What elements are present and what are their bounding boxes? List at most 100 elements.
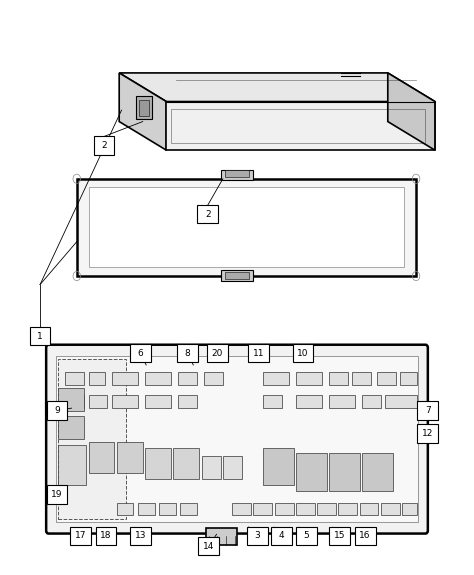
FancyBboxPatch shape (70, 527, 91, 545)
Bar (117, 503, 133, 515)
FancyBboxPatch shape (130, 527, 151, 545)
FancyBboxPatch shape (206, 528, 237, 545)
Text: 20: 20 (211, 349, 223, 358)
Bar (58, 388, 84, 411)
FancyBboxPatch shape (198, 537, 219, 555)
Bar (89, 442, 115, 473)
Bar (329, 372, 348, 385)
Polygon shape (119, 73, 435, 102)
Bar (317, 503, 336, 515)
Text: 17: 17 (75, 531, 86, 540)
Bar (296, 395, 322, 408)
Text: 5: 5 (303, 531, 309, 540)
Bar (254, 503, 273, 515)
FancyBboxPatch shape (197, 205, 218, 224)
FancyBboxPatch shape (77, 179, 416, 276)
FancyBboxPatch shape (272, 527, 292, 545)
Text: 16: 16 (359, 531, 371, 540)
Bar (362, 395, 381, 408)
Text: 14: 14 (203, 542, 214, 551)
FancyBboxPatch shape (30, 327, 50, 346)
Bar (112, 372, 138, 385)
Bar (201, 457, 220, 479)
FancyBboxPatch shape (94, 136, 115, 155)
Bar (159, 503, 176, 515)
Bar (353, 372, 371, 385)
Text: 19: 19 (51, 490, 63, 499)
Polygon shape (136, 96, 152, 118)
FancyBboxPatch shape (46, 345, 428, 534)
Bar (329, 454, 359, 490)
Bar (263, 395, 282, 408)
Bar (181, 503, 197, 515)
FancyBboxPatch shape (296, 527, 317, 545)
Polygon shape (166, 102, 435, 150)
Text: 2: 2 (101, 141, 107, 150)
Bar (263, 372, 289, 385)
FancyBboxPatch shape (46, 401, 67, 420)
FancyBboxPatch shape (55, 356, 419, 522)
Bar (139, 100, 149, 116)
Text: 3: 3 (255, 531, 260, 540)
FancyBboxPatch shape (225, 272, 249, 279)
Bar (58, 445, 86, 485)
Text: 6: 6 (137, 349, 143, 358)
Text: 8: 8 (185, 349, 191, 358)
Text: 4: 4 (279, 531, 284, 540)
Bar (138, 503, 155, 515)
FancyBboxPatch shape (248, 344, 269, 362)
FancyBboxPatch shape (418, 401, 438, 420)
FancyBboxPatch shape (355, 527, 375, 545)
Text: 18: 18 (100, 531, 112, 540)
Bar (296, 372, 322, 385)
Bar (89, 372, 105, 385)
Bar (359, 503, 378, 515)
Bar (385, 395, 418, 408)
Bar (65, 395, 84, 408)
Bar (117, 442, 143, 473)
Bar (338, 503, 357, 515)
Bar (173, 448, 199, 479)
Bar (89, 395, 108, 408)
Bar (145, 395, 171, 408)
Bar (296, 454, 327, 490)
Bar (400, 372, 418, 385)
Bar (377, 372, 396, 385)
Text: 13: 13 (135, 531, 146, 540)
FancyBboxPatch shape (220, 270, 254, 281)
Bar (145, 372, 171, 385)
FancyBboxPatch shape (96, 527, 117, 545)
Bar (112, 395, 138, 408)
Bar (275, 503, 293, 515)
Text: 7: 7 (425, 406, 431, 415)
Text: 9: 9 (54, 406, 60, 415)
Bar (402, 503, 417, 515)
FancyBboxPatch shape (247, 527, 268, 545)
FancyBboxPatch shape (130, 344, 151, 362)
Bar (296, 503, 315, 515)
Bar (65, 372, 84, 385)
Bar (362, 454, 392, 490)
Polygon shape (388, 73, 435, 150)
Bar (263, 448, 293, 485)
Text: 10: 10 (297, 349, 309, 358)
FancyBboxPatch shape (89, 187, 404, 267)
FancyBboxPatch shape (46, 485, 67, 504)
Bar (223, 457, 242, 479)
Polygon shape (119, 73, 166, 150)
Bar (171, 109, 426, 143)
Text: 2: 2 (205, 210, 210, 218)
Bar (204, 372, 223, 385)
Bar (178, 395, 197, 408)
FancyBboxPatch shape (418, 424, 438, 443)
Bar (381, 503, 400, 515)
Bar (178, 372, 197, 385)
FancyBboxPatch shape (177, 344, 198, 362)
Text: 1: 1 (37, 332, 43, 340)
Bar (58, 416, 84, 439)
FancyBboxPatch shape (292, 344, 313, 362)
Bar (145, 448, 171, 479)
FancyBboxPatch shape (225, 170, 249, 177)
FancyBboxPatch shape (220, 170, 254, 180)
Text: 15: 15 (334, 531, 346, 540)
